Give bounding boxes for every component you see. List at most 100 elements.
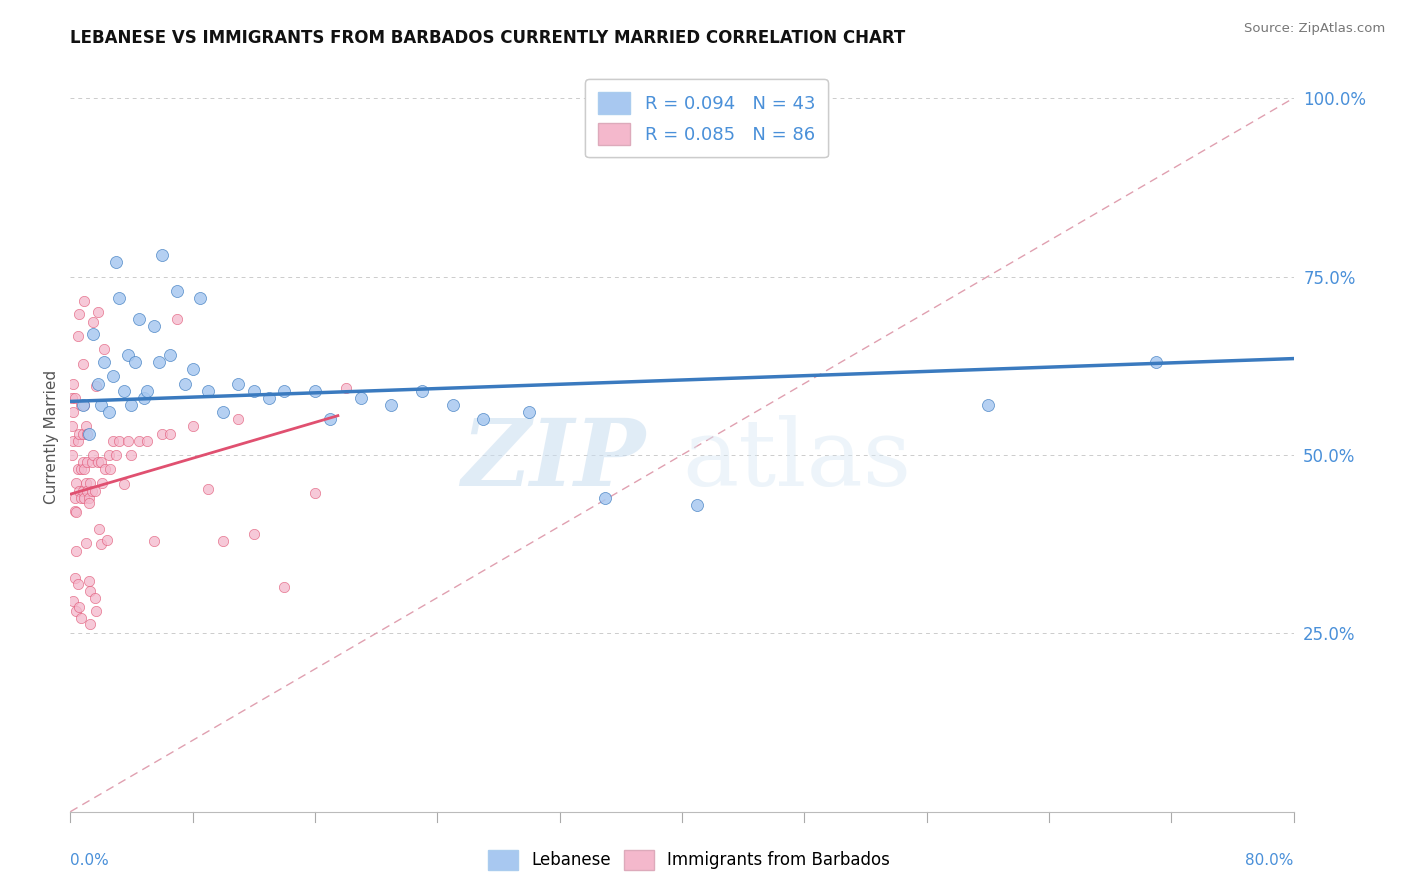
Point <box>69 483 91 498</box>
Point <box>72 426 94 441</box>
Point <box>87 455 110 469</box>
Text: LEBANESE VS IMMIGRANTS FROM BARBADOS CURRENTLY MARRIED CORRELATION CHART: LEBANESE VS IMMIGRANTS FROM BARBADOS CUR… <box>70 29 905 47</box>
Point <box>97 448 120 462</box>
Point <box>128 434 150 448</box>
Point <box>188 291 211 305</box>
Point <box>73 462 96 476</box>
Point <box>159 426 181 441</box>
Point <box>73 293 96 308</box>
Point <box>83 483 105 498</box>
Point <box>174 376 197 391</box>
Point <box>121 398 143 412</box>
Point <box>135 384 157 398</box>
Point <box>243 384 266 398</box>
Point <box>62 376 84 391</box>
Point <box>159 348 181 362</box>
Point <box>90 455 112 469</box>
Point <box>70 398 93 412</box>
Point <box>73 398 96 412</box>
Point <box>60 419 83 434</box>
Point <box>69 600 91 615</box>
Point <box>60 448 83 462</box>
Point <box>75 476 97 491</box>
Point <box>212 534 235 549</box>
Point <box>62 593 84 607</box>
Text: Source: ZipAtlas.com: Source: ZipAtlas.com <box>1244 22 1385 36</box>
Point <box>93 355 115 369</box>
Point <box>94 462 117 476</box>
Point <box>77 426 100 441</box>
Text: atlas: atlas <box>682 415 911 505</box>
Point <box>117 434 139 448</box>
Point <box>108 434 131 448</box>
Point <box>66 462 89 476</box>
Point <box>112 477 135 491</box>
Point <box>181 419 204 434</box>
Point <box>166 284 188 298</box>
Point <box>212 405 235 419</box>
Point <box>181 362 204 376</box>
Point <box>75 535 97 549</box>
Point <box>350 391 373 405</box>
Point <box>304 485 326 500</box>
Point <box>65 476 87 491</box>
Point <box>101 369 124 384</box>
Point <box>166 312 188 326</box>
Point <box>82 448 104 462</box>
Point <box>62 405 84 419</box>
Point <box>65 543 87 558</box>
Point <box>150 248 173 262</box>
Point <box>75 419 97 434</box>
Point <box>72 398 94 412</box>
Legend: Lebanese, Immigrants from Barbados: Lebanese, Immigrants from Barbados <box>481 843 897 877</box>
Point <box>77 496 100 510</box>
Point <box>197 384 219 398</box>
Point <box>273 384 295 398</box>
Point <box>76 455 98 469</box>
Point <box>87 304 110 318</box>
Point <box>124 355 146 369</box>
Point <box>70 491 93 505</box>
Point <box>90 398 112 412</box>
Point <box>98 462 121 476</box>
Point <box>150 426 173 441</box>
Text: 0.0%: 0.0% <box>70 853 110 868</box>
Point <box>77 574 100 588</box>
Point <box>135 434 157 448</box>
Point <box>65 505 87 519</box>
Point <box>243 527 266 541</box>
Point <box>77 491 100 505</box>
Point <box>197 482 219 496</box>
Point <box>101 434 124 448</box>
Point <box>117 348 139 362</box>
Point <box>595 491 617 505</box>
Point <box>148 355 170 369</box>
Point <box>121 448 143 462</box>
Point <box>65 604 87 618</box>
Point <box>108 291 131 305</box>
Point <box>472 412 495 426</box>
Point <box>80 455 103 469</box>
Point <box>72 357 94 371</box>
Point <box>82 315 104 329</box>
Point <box>96 533 118 547</box>
Point <box>63 491 86 505</box>
Point <box>273 580 295 594</box>
Point <box>335 381 357 395</box>
Point <box>105 255 128 269</box>
Point <box>69 307 91 321</box>
Point <box>128 312 150 326</box>
Point <box>72 483 94 498</box>
Point <box>84 378 107 392</box>
Point <box>79 476 101 491</box>
Text: 80.0%: 80.0% <box>1246 853 1294 868</box>
Point <box>70 462 93 476</box>
Point <box>82 326 104 341</box>
Point <box>66 434 89 448</box>
Point <box>76 483 98 498</box>
Point <box>89 522 111 536</box>
Point <box>319 412 342 426</box>
Point <box>63 570 86 584</box>
Point <box>686 498 709 512</box>
Point <box>257 391 280 405</box>
